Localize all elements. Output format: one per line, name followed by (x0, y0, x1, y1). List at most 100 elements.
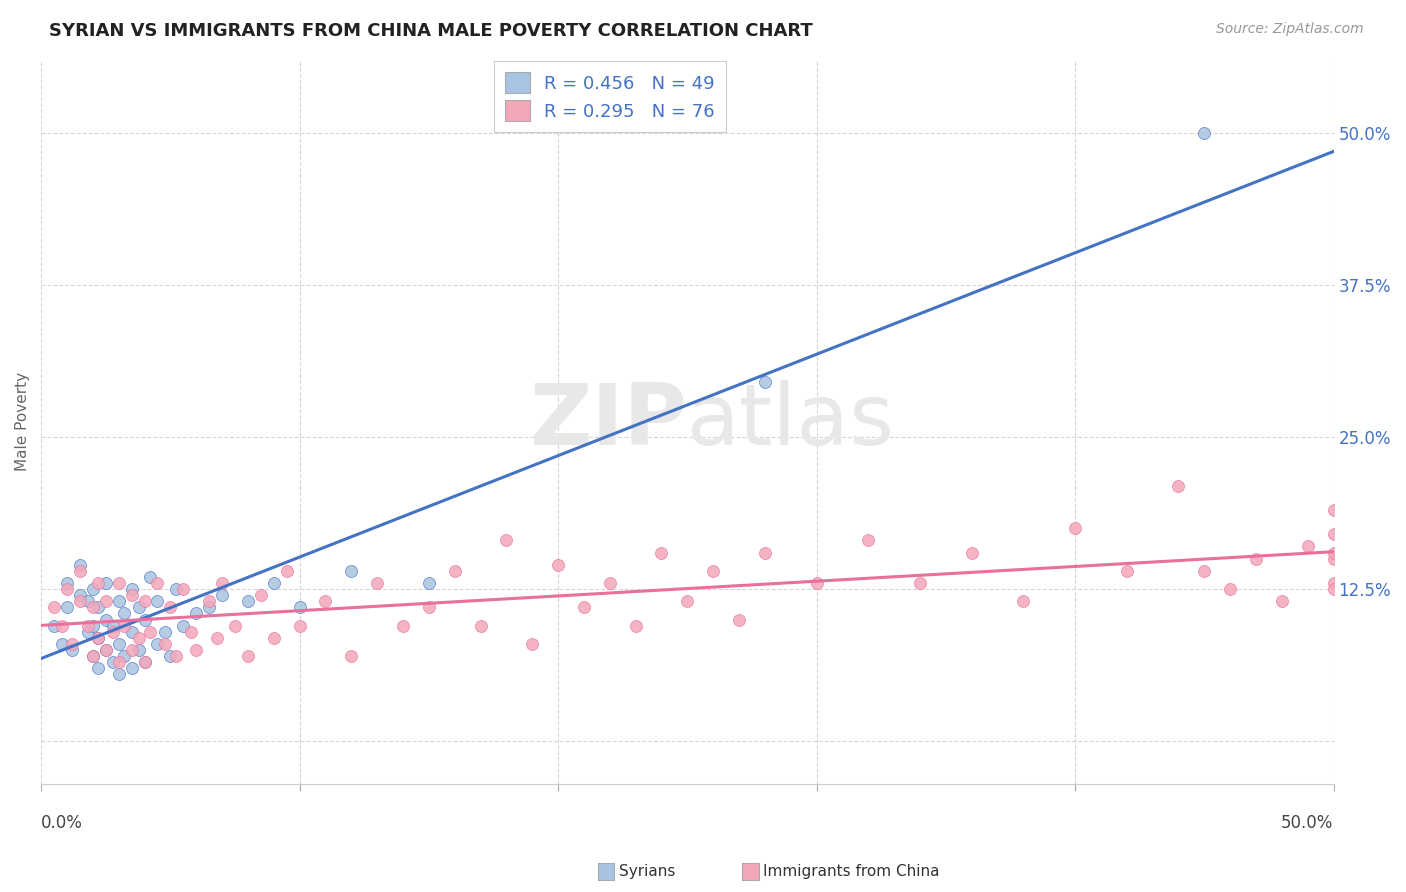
Point (134, 613, 156, 627)
Text: Syrians: Syrians (619, 864, 675, 879)
Text: 0.0%: 0.0% (41, 814, 83, 832)
Point (340, 648, 363, 663)
Point (1322, 503, 1344, 517)
Point (87, 631, 110, 645)
Point (1194, 564, 1216, 578)
Point (138, 624, 160, 639)
Point (198, 600, 221, 615)
Point (153, 637, 176, 651)
Point (76, 594, 98, 608)
Point (87, 631, 110, 645)
Point (69, 558, 91, 572)
Point (87, 661, 110, 675)
Point (418, 576, 440, 591)
Point (702, 564, 724, 578)
Point (1271, 594, 1294, 608)
Point (908, 576, 931, 591)
Point (112, 618, 135, 632)
Point (599, 576, 621, 591)
Point (754, 545, 776, 559)
Point (146, 594, 169, 608)
Point (205, 631, 228, 645)
Point (103, 618, 125, 632)
Y-axis label: Male Poverty: Male Poverty (15, 372, 30, 471)
Point (94, 613, 117, 627)
Point (69, 594, 91, 608)
Point (650, 545, 672, 559)
Point (858, 533, 880, 548)
Point (121, 588, 143, 602)
Point (112, 648, 135, 663)
Point (276, 564, 298, 578)
Point (392, 618, 415, 632)
Point (180, 624, 202, 639)
Point (263, 576, 285, 591)
Point (1322, 545, 1344, 559)
Point (107, 637, 129, 651)
Point (1322, 582, 1344, 596)
Point (121, 661, 143, 675)
Point (42, 618, 65, 632)
Point (94, 576, 117, 591)
Point (165, 582, 187, 596)
Point (288, 618, 311, 632)
Point (76, 618, 98, 632)
Text: Immigrants from China: Immigrants from China (763, 864, 941, 879)
Point (60, 643, 83, 657)
Point (87, 576, 110, 591)
Point (51, 637, 73, 651)
Point (82, 648, 104, 663)
Point (1322, 551, 1344, 566)
Point (82, 582, 104, 596)
Text: SYRIAN VS IMMIGRANTS FROM CHINA MALE POVERTY CORRELATION CHART: SYRIAN VS IMMIGRANTS FROM CHINA MALE POV… (49, 22, 813, 40)
Point (186, 643, 208, 657)
Point (121, 643, 143, 657)
Point (1322, 527, 1344, 541)
Point (60, 637, 83, 651)
Point (107, 667, 129, 681)
Point (1322, 576, 1344, 591)
Point (172, 618, 194, 632)
Point (728, 613, 751, 627)
Point (87, 600, 110, 615)
Point (1219, 582, 1241, 596)
Point (470, 618, 492, 632)
Point (522, 637, 544, 651)
Text: atlas: atlas (688, 380, 896, 463)
Point (495, 533, 517, 548)
Point (94, 643, 117, 657)
Point (134, 594, 156, 608)
Point (159, 600, 181, 615)
Point (340, 564, 363, 578)
Point (314, 594, 336, 608)
Point (107, 594, 129, 608)
Point (82, 648, 104, 663)
Point (288, 600, 311, 615)
Point (82, 600, 104, 615)
Point (1115, 564, 1137, 578)
Point (198, 594, 221, 608)
Point (103, 655, 125, 669)
Point (76, 624, 98, 639)
Point (263, 631, 285, 645)
Point (366, 576, 388, 591)
Point (806, 576, 828, 591)
Point (128, 643, 150, 657)
Point (1167, 478, 1189, 492)
Point (94, 643, 117, 657)
Point (42, 600, 65, 615)
Point (676, 594, 699, 608)
Point (51, 618, 73, 632)
Point (56, 582, 79, 596)
Point (134, 655, 156, 669)
Point (56, 576, 79, 591)
Point (82, 618, 104, 632)
Point (69, 588, 91, 602)
Point (418, 600, 440, 615)
Point (443, 564, 465, 578)
Point (69, 564, 91, 578)
Point (960, 545, 983, 559)
Point (1012, 594, 1035, 608)
Point (624, 618, 647, 632)
Point (1244, 551, 1267, 566)
